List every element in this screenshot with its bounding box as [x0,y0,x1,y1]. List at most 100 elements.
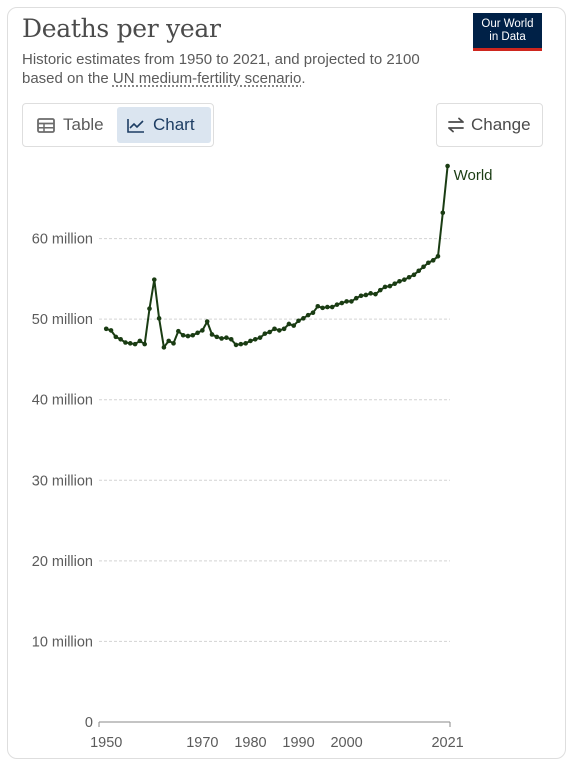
data-point [406,274,412,280]
data-point [113,334,119,340]
data-point [440,210,446,216]
data-point [382,284,388,290]
data-point [402,277,407,282]
data-point [103,326,109,332]
data-point [161,345,167,350]
data-point [281,326,287,332]
data-point [224,335,229,340]
data-point [373,291,378,297]
data-point [137,338,143,344]
tab-chart[interactable]: Chart [117,107,211,143]
logo-line-1: Our World [481,18,534,30]
x-tick-label: 1970 [186,735,218,751]
x-tick-label: 2021 [431,735,463,751]
data-point [325,304,330,310]
subtitle-end: . [301,70,306,87]
data-point [363,292,369,298]
y-tick-label: 30 million [32,473,93,489]
change-label: Change [471,115,531,134]
line-chart: 0 10 million 20 million 30 million 40 millio… [32,163,493,751]
tab-table[interactable]: Table [27,107,127,143]
series-label-world: World [454,167,493,184]
data-point [291,323,297,328]
x-tick-label: 1990 [282,735,314,751]
data-point [320,305,325,311]
data-point [267,329,272,335]
data-point [426,260,431,266]
data-point [377,287,383,293]
data-point [176,328,181,334]
data-point [430,258,436,263]
chart-subtitle: Historic estimates from 1950 to 2021, an… [22,50,442,88]
data-point [248,338,253,344]
data-point [358,293,364,299]
data-point [127,341,133,346]
data-point [228,336,234,342]
y-tick-label: 10 million [32,634,93,650]
data-point [286,321,292,327]
data-point [257,335,263,340]
chart-card: Deaths per year Historic estimates from … [7,7,566,759]
x-tick-label: 1980 [234,735,266,751]
data-point [214,334,220,340]
logo-line-2: in Data [489,31,526,43]
table-icon [37,117,55,133]
data-point [353,295,359,301]
data-point [349,299,354,304]
data-point [435,253,441,259]
tab-chart-label: Chart [153,115,195,134]
data-point [262,331,268,336]
data-point [200,328,205,333]
data-point [156,316,162,321]
data-point [123,340,128,345]
data-point [277,328,282,333]
owid-logo[interactable]: Our World in Data [473,13,542,51]
change-button[interactable]: Change [436,103,543,147]
y-tick-label: 40 million [32,393,93,409]
data-point [339,300,345,306]
y-tick-label: 50 million [32,312,93,328]
data-point [310,310,316,315]
data-point [233,342,239,348]
data-point [301,316,306,321]
data-point [142,341,147,347]
data-point [180,332,186,338]
data-point [252,336,258,342]
data-point [296,318,301,324]
data-point [329,304,335,310]
subtitle-text: Historic estimates from 1950 to 2021, an… [22,51,420,87]
data-point [411,272,417,278]
data-point [315,303,321,309]
data-point [132,341,138,347]
data-point [195,330,200,336]
data-point [445,163,450,169]
x-tick-label: 2000 [330,735,362,751]
data-point [166,338,172,344]
data-point [368,291,373,296]
data-point [204,319,210,324]
line-chart-icon [127,118,145,133]
series-line-world [105,165,449,349]
swap-arrows-icon [447,117,465,133]
data-point [272,326,277,332]
data-point [392,281,398,286]
data-point [387,283,393,289]
data-point [243,341,248,346]
data-point [185,333,191,339]
view-tabs: Table Chart [22,103,214,147]
data-point [305,312,311,318]
tab-table-label: Table [63,115,104,134]
y-tick-label: 60 million [32,232,93,248]
data-point [118,336,123,342]
data-point [219,336,224,341]
x-tick-label: 1950 [90,735,122,751]
data-point [416,268,422,274]
data-point [344,299,349,304]
data-point [108,328,114,333]
y-tick-label: 20 million [32,554,93,570]
data-point [334,302,340,307]
data-point [421,264,426,270]
fertility-scenario-link[interactable]: UN medium-fertility scenario [112,70,302,87]
data-point [171,341,176,346]
data-point [190,332,196,338]
